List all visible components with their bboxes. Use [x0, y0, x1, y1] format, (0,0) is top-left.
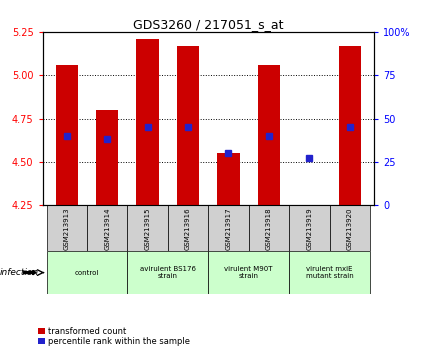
Bar [128, 205, 168, 251]
Text: control: control [75, 270, 99, 275]
Bar [208, 205, 249, 251]
Bar [249, 205, 289, 251]
Legend: transformed count, percentile rank within the sample: transformed count, percentile rank withi… [38, 327, 190, 346]
Bar [96, 110, 118, 205]
Bar [136, 39, 159, 205]
Bar [47, 251, 128, 294]
Text: infection: infection [0, 268, 39, 277]
Bar [217, 153, 240, 205]
Bar [128, 251, 208, 294]
Text: avirulent BS176
strain: avirulent BS176 strain [140, 266, 196, 279]
Bar [177, 46, 199, 205]
Bar [289, 251, 370, 294]
Text: GSM213913: GSM213913 [64, 207, 70, 250]
Text: GSM213914: GSM213914 [104, 207, 110, 250]
Bar [329, 205, 370, 251]
Bar [258, 65, 280, 205]
Text: GSM213919: GSM213919 [306, 207, 312, 250]
Text: GSM213916: GSM213916 [185, 207, 191, 250]
Text: virulent M90T
strain: virulent M90T strain [224, 266, 273, 279]
Bar [168, 205, 208, 251]
Text: GSM213915: GSM213915 [144, 207, 150, 250]
Text: GSM213920: GSM213920 [347, 207, 353, 250]
Bar [289, 205, 329, 251]
Bar [47, 205, 87, 251]
Text: GSM213918: GSM213918 [266, 207, 272, 250]
Bar [56, 65, 78, 205]
Bar [339, 46, 361, 205]
Bar [208, 251, 289, 294]
Title: GDS3260 / 217051_s_at: GDS3260 / 217051_s_at [133, 18, 283, 31]
Bar [87, 205, 128, 251]
Text: GSM213917: GSM213917 [226, 207, 232, 250]
Text: virulent mxiE
mutant strain: virulent mxiE mutant strain [306, 266, 354, 279]
